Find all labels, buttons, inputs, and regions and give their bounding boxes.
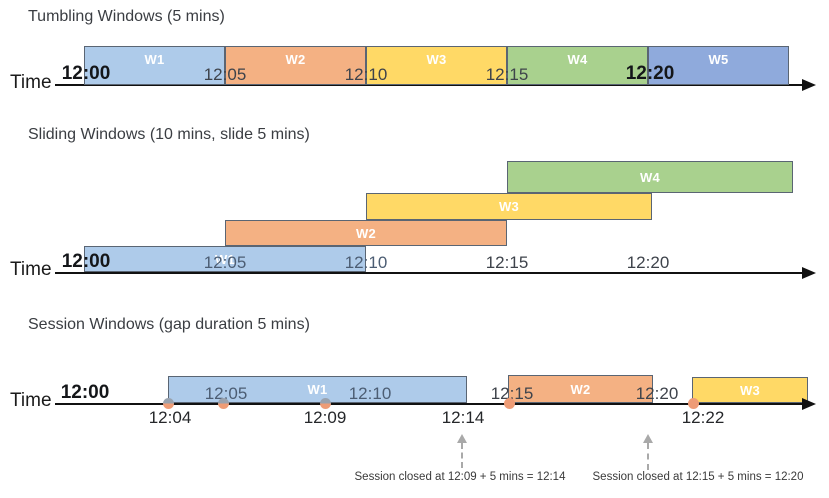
session-close-arrow-icon: [457, 434, 467, 443]
event-dot-12-05: [218, 398, 229, 409]
tumbling-window-w1: W1: [84, 46, 225, 85]
session-time-axis-label: Time: [10, 390, 52, 411]
window-label: W1: [307, 382, 328, 397]
sliding-tick-12-00: 12:00: [61, 251, 111, 272]
sliding-tick-12-15: 12:15: [485, 253, 529, 272]
sliding-axis-arrow-icon: [802, 267, 816, 279]
session-close-note-1: Session closed at 12:09 + 5 mins = 12:14: [354, 471, 566, 483]
session-event-label-12-09: 12:09: [303, 408, 347, 427]
event-dot-12-15: [504, 398, 515, 409]
tumbling-window-w4: W4: [507, 46, 648, 85]
event-dot-12-22: [688, 398, 699, 409]
session-close-arrow-line: [647, 443, 649, 470]
tumbling-tick-12-05: 12:05: [203, 65, 247, 84]
session-event-label-12-14: 12:14: [441, 408, 485, 427]
session-window-w1: W1: [168, 376, 467, 403]
window-label: W1: [144, 52, 165, 67]
window-label: W3: [739, 382, 761, 398]
session-tick-12-10: 12:10: [348, 384, 392, 403]
tumbling-tick-12-00: 12:00: [61, 63, 111, 84]
window-label: W2: [355, 225, 377, 241]
session-tick-12-20: 12:20: [635, 384, 679, 403]
sliding-window-w2: W2: [225, 220, 507, 246]
session-event-label-12-22: 12:22: [681, 408, 725, 427]
event-dot-12-04: [163, 398, 174, 409]
sliding-title: Sliding Windows (10 mins, slide 5 mins): [28, 126, 310, 143]
session-close-note-2: Session closed at 12:15 + 5 mins = 12:20: [592, 471, 804, 483]
tumbling-tick-12-15: 12:15: [485, 65, 529, 84]
window-label: W5: [708, 52, 729, 67]
session-window-w2: W2: [508, 375, 653, 403]
sliding-tick-12-05: 12:05: [203, 253, 247, 272]
window-label: W4: [639, 169, 661, 185]
session-tick-12-00: 12:00: [60, 382, 110, 403]
sliding-time-axis: [55, 272, 803, 274]
sliding-window-w1: W1: [84, 246, 366, 272]
session-window-w3: W3: [692, 377, 808, 403]
sliding-tick-12-10: 12:10: [344, 253, 388, 272]
event-dot-12-09: [320, 398, 331, 409]
tumbling-axis-arrow-icon: [802, 79, 816, 91]
window-label: W1: [214, 251, 236, 267]
session-tick-12-05: 12:05: [204, 384, 248, 403]
tumbling-tick-12-10: 12:10: [344, 65, 388, 84]
session-event-label-12-04: 12:04: [148, 408, 192, 427]
session-title: Session Windows (gap duration 5 mins): [28, 316, 310, 333]
tumbling-window-w5: W5: [648, 46, 789, 85]
session-close-arrow-line: [461, 443, 463, 468]
tumbling-time-axis: [55, 84, 803, 86]
session-close-arrow-icon: [643, 434, 653, 443]
window-label: W4: [567, 52, 588, 67]
window-label: W2: [570, 381, 591, 397]
window-label: W3: [426, 52, 447, 67]
session-tick-12-15: 12:15: [490, 384, 534, 403]
tumbling-tick-12-20: 12:20: [625, 63, 675, 84]
sliding-window-w3: W3: [366, 193, 652, 220]
sliding-window-w4: W4: [507, 161, 793, 193]
session-time-axis: [55, 403, 803, 405]
tumbling-window-w3: W3: [366, 46, 507, 85]
tumbling-time-axis-label: Time: [10, 72, 52, 93]
tumbling-window-w2: W2: [225, 46, 366, 85]
tumbling-title: Tumbling Windows (5 mins): [28, 8, 225, 25]
window-label: W3: [498, 199, 520, 214]
sliding-time-axis-label: Time: [10, 259, 52, 280]
window-label: W2: [285, 52, 306, 67]
sliding-tick-12-20: 12:20: [626, 253, 670, 272]
session-axis-arrow-icon: [802, 398, 816, 410]
